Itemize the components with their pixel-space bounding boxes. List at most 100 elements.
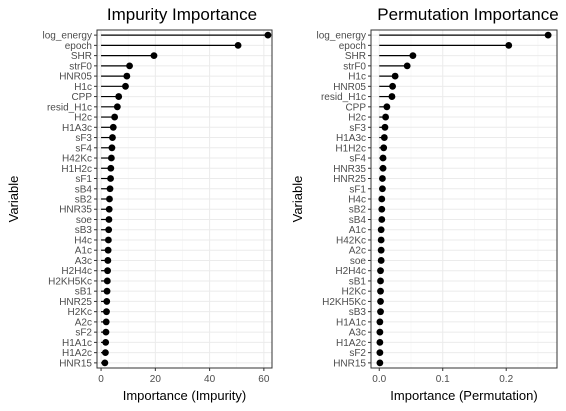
impurity-point-A1c [104,246,112,254]
impurity-point-HNR35 [105,205,113,213]
impurity-y-tick-label: A3c [75,256,92,267]
impurity-point-H1A3c [109,123,117,131]
impurity-y-tick-label: H1A3c [62,123,92,134]
permutation-y-tick-label: H2H4c [335,266,366,277]
permutation-y-tick-label: sF2 [349,348,366,359]
impurity-y-tick-label: log_energy [43,31,92,42]
impurity-point-HNR25 [103,298,111,305]
permutation-point-sF4 [379,154,387,162]
permutation-y-tick-label: HNR35 [333,164,366,175]
permutation-point-soe [377,257,385,264]
impurity-y-tick-label: H1A2c [62,348,92,359]
permutation-chart-title: Permutation Importance [377,5,558,24]
impurity-point-soe [105,216,113,223]
impurity-y-tick-label: soe [76,215,93,226]
permutation-y-tick-label: H1A2c [336,338,366,349]
impurity-point-sB2 [106,195,113,203]
impurity-point-HNR05 [123,72,131,80]
permutation-point-strF0 [403,62,411,70]
impurity-y-tick-label: SHR [71,51,92,62]
impurity-y-tick-label: sB3 [75,225,93,236]
impurity-y-tick-label: sB2 [75,195,93,206]
permutation-point-sF3 [381,123,389,131]
permutation-point-H1A2c [376,338,384,346]
impurity-point-log_energy [264,31,272,39]
permutation-y-tick-label: sF4 [349,154,366,165]
impurity-point-strF0 [126,62,133,70]
impurity-x-axis-title: Importance (Impurity) [123,388,247,403]
permutation-point-H2H4c [377,267,384,275]
impurity-point-A2c [102,318,110,326]
impurity-y-tick-label: H1A1c [62,338,92,349]
impurity-y-tick-label: epoch [65,41,92,52]
permutation-x-tick-label: 0.1 [436,374,450,385]
impurity-y-tick-label: HNR05 [59,72,92,83]
permutation-point-sF1 [379,185,386,193]
permutation-y-tick-label: log_energy [317,31,366,42]
permutation-y-tick-label: sB2 [349,205,367,216]
impurity-point-HNR15 [101,359,109,367]
impurity-point-sF4 [108,144,116,152]
permutation-point-sB1 [377,277,384,285]
impurity-x-tick-label: 0 [98,374,104,385]
permutation-y-tick-label: H1H2c [335,143,366,154]
permutation-point-epoch [505,41,513,49]
impurity-y-tick-label: H1H2c [61,164,92,175]
impurity-point-H1H2c [107,164,115,172]
permutation-point-H1c [391,72,399,80]
impurity-chart-title: Impurity Importance [107,5,257,24]
impurity-x-tick-label: 40 [204,374,216,385]
impurity-point-H1c [122,82,129,90]
permutation-point-H2c [382,113,390,121]
impurity-point-epoch [234,41,242,49]
impurity-y-tick-label: sB1 [75,287,93,298]
permutation-point-HNR35 [379,164,387,172]
permutation-y-tick-label: H2Kc [342,287,366,298]
permutation-y-axis-title: Variable [290,176,305,223]
impurity-point-SHR [150,52,158,60]
impurity-point-H4c [104,236,112,244]
impurity-y-tick-label: HNR35 [59,205,92,216]
permutation-y-tick-label: resid_H1c [321,92,366,103]
impurity-point-H2H4c [104,267,111,275]
impurity-point-H2KH5Kc [103,277,111,285]
permutation-y-tick-label: A3c [349,328,366,339]
permutation-y-tick-label: SHR [345,51,366,62]
permutation-y-tick-label: HNR15 [333,358,366,369]
permutation-y-tick-label: H4c [348,195,366,206]
permutation-point-H4c [378,195,386,203]
impurity-y-tick-label: H2Kc [68,307,92,318]
impurity-y-tick-label: HNR25 [59,297,92,308]
permutation-y-tick-label: sB4 [349,215,367,226]
impurity-y-tick-label: H4c [74,235,92,246]
impurity-x-tick-label: 20 [150,374,162,385]
impurity-y-tick-label: H42Kc [62,154,92,165]
impurity-y-tick-label: sF3 [75,133,92,144]
permutation-point-log_energy [544,31,552,39]
permutation-point-H2KH5Kc [377,298,384,305]
permutation-point-sF2 [376,349,384,357]
permutation-panel: log_energyepochSHRstrF0H1cHNR05resid_H1c… [290,5,559,403]
impurity-y-axis-title: Variable [6,176,21,223]
impurity-point-H2c [111,113,119,121]
impurity-y-tick-label: sF1 [75,174,92,185]
permutation-y-tick-label: A2c [349,246,366,257]
permutation-point-sB2 [378,205,386,213]
impurity-y-tick-label: H2H4c [61,266,92,277]
permutation-point-A1c [377,226,385,234]
permutation-point-CPP [383,103,391,111]
permutation-x-tick-label: 0.2 [499,374,513,385]
impurity-y-tick-label: H1c [74,82,92,93]
permutation-y-tick-label: A1c [349,225,366,236]
impurity-point-H1A2c [102,349,109,357]
impurity-point-sF2 [102,328,110,336]
permutation-point-H1H2c [380,144,388,152]
permutation-y-tick-label: sF3 [349,123,366,134]
permutation-point-resid_H1c [388,93,396,100]
permutation-y-tick-label: H2c [348,113,366,124]
permutation-y-tick-label: H42Kc [336,235,366,246]
permutation-point-H1A1c [376,318,384,326]
impurity-panel: log_energyepochSHRstrF0HNR05H1cCPPresid_… [6,5,273,403]
impurity-point-sF1 [107,175,114,182]
